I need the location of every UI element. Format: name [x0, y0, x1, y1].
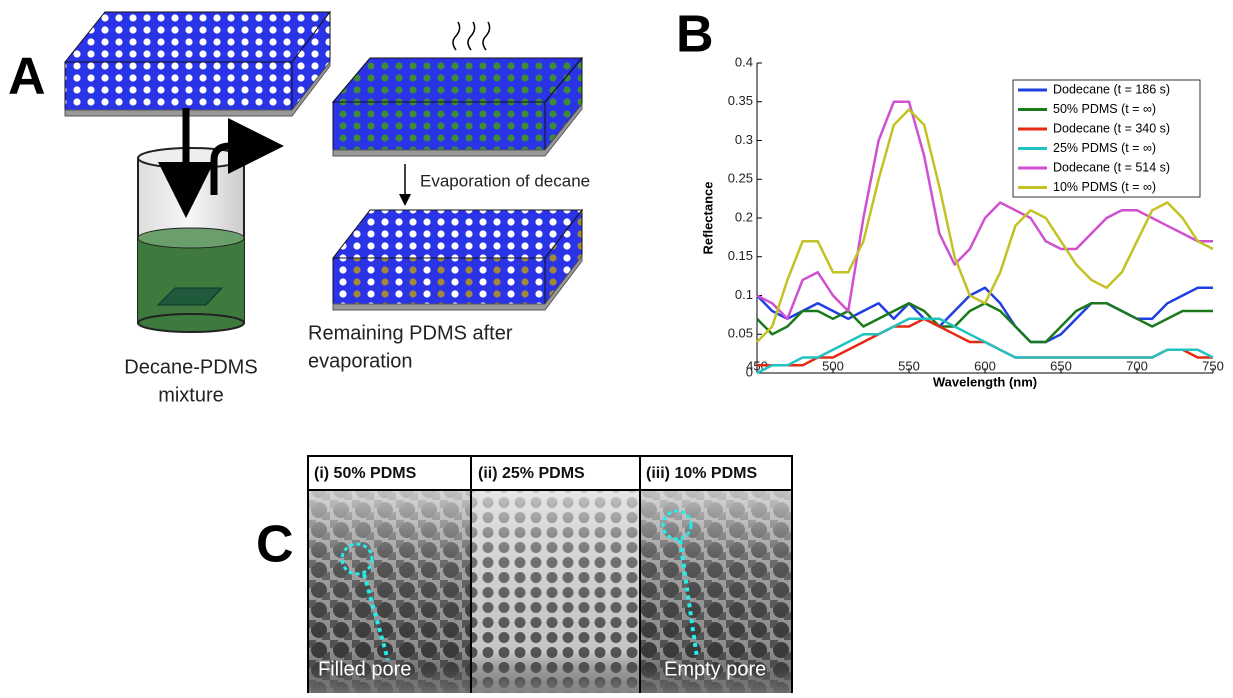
decoration — [156, 287, 224, 306]
mixture-label: Decane-PDMS — [124, 356, 257, 378]
y-tick-label: 0 — [746, 364, 753, 379]
panel-a: A Evaporation of decane — [8, 10, 590, 406]
x-tick-label: 700 — [1126, 358, 1148, 373]
block-empty — [63, 10, 332, 117]
block-remaining — [331, 208, 584, 311]
y-tick-label: 0.25 — [728, 171, 753, 186]
image-header: (ii) 25% PDMS — [478, 465, 585, 482]
decoration — [63, 11, 332, 63]
pore-label: Empty pore — [664, 658, 766, 680]
x-tick-label: 750 — [1202, 358, 1224, 373]
legend-box — [1012, 79, 1201, 198]
series-line — [756, 302, 1213, 344]
series-line — [756, 100, 1213, 321]
panel-letter: C — [256, 516, 294, 574]
beaker — [137, 147, 245, 333]
panel-letter: A — [8, 48, 46, 106]
remaining-label: evaporation — [308, 350, 413, 372]
legend-label: 50% PDMS (t = ∞) — [1053, 102, 1156, 116]
mixture-label: mixture — [158, 384, 224, 406]
decoration — [340, 542, 374, 576]
y-tick-label: 0.15 — [728, 248, 753, 263]
x-tick-label: 550 — [898, 358, 920, 373]
legend-label: Dodecane (t = 340 s) — [1053, 121, 1170, 135]
arrow — [210, 118, 284, 195]
y-tick-label: 0.3 — [735, 132, 753, 147]
decoration — [331, 57, 584, 103]
series-line — [756, 317, 1214, 375]
legend-label: Dodecane (t = 514 s) — [1053, 160, 1170, 174]
decoration — [64, 60, 331, 117]
decoration — [137, 147, 245, 169]
y-tick-label: 0.2 — [735, 209, 753, 224]
remaining-label: Remaining PDMS after — [308, 322, 513, 344]
decoration — [332, 254, 583, 311]
decoration — [452, 21, 491, 51]
legend-label: Dodecane (t = 186 s) — [1053, 82, 1170, 96]
series-line — [756, 108, 1214, 343]
y-tick-label: 0.4 — [735, 54, 753, 69]
decoration — [332, 102, 583, 157]
panel-c: C (i) 50% PDMS (ii) 25% PDMS (iii) 10% P… — [256, 455, 793, 693]
x-tick-label: 600 — [974, 358, 996, 373]
decoration — [64, 61, 293, 111]
block-filled — [331, 21, 584, 157]
y-tick-label: 0.1 — [735, 287, 753, 302]
legend-label: 25% PDMS (t = ∞) — [1053, 141, 1156, 155]
image-header: (i) 50% PDMS — [314, 465, 417, 482]
decoration — [331, 209, 584, 259]
decoration — [332, 257, 546, 305]
y-tick-label: 0.35 — [728, 93, 753, 108]
y-tick-label: 0.05 — [728, 326, 753, 341]
y-axis-label: Reflectance — [700, 182, 715, 255]
legend-label: 10% PDMS (t = ∞) — [1053, 180, 1156, 194]
x-tick-label: 650 — [1050, 358, 1072, 373]
panel-letter: B — [676, 6, 714, 64]
x-tick-label: 500 — [822, 358, 844, 373]
image-header: (iii) 10% PDMS — [646, 465, 757, 482]
pore-label: Filled pore — [318, 658, 411, 680]
decoration — [661, 509, 693, 541]
decoration — [678, 539, 699, 659]
decoration — [138, 238, 244, 323]
decoration — [362, 573, 390, 661]
x-axis-label: Wavelength (nm) — [933, 374, 1037, 389]
decoration — [137, 227, 245, 249]
decoration — [137, 313, 245, 333]
header-row — [307, 455, 793, 491]
step-label: Evaporation of decane — [420, 171, 590, 190]
decoration — [332, 101, 546, 151]
